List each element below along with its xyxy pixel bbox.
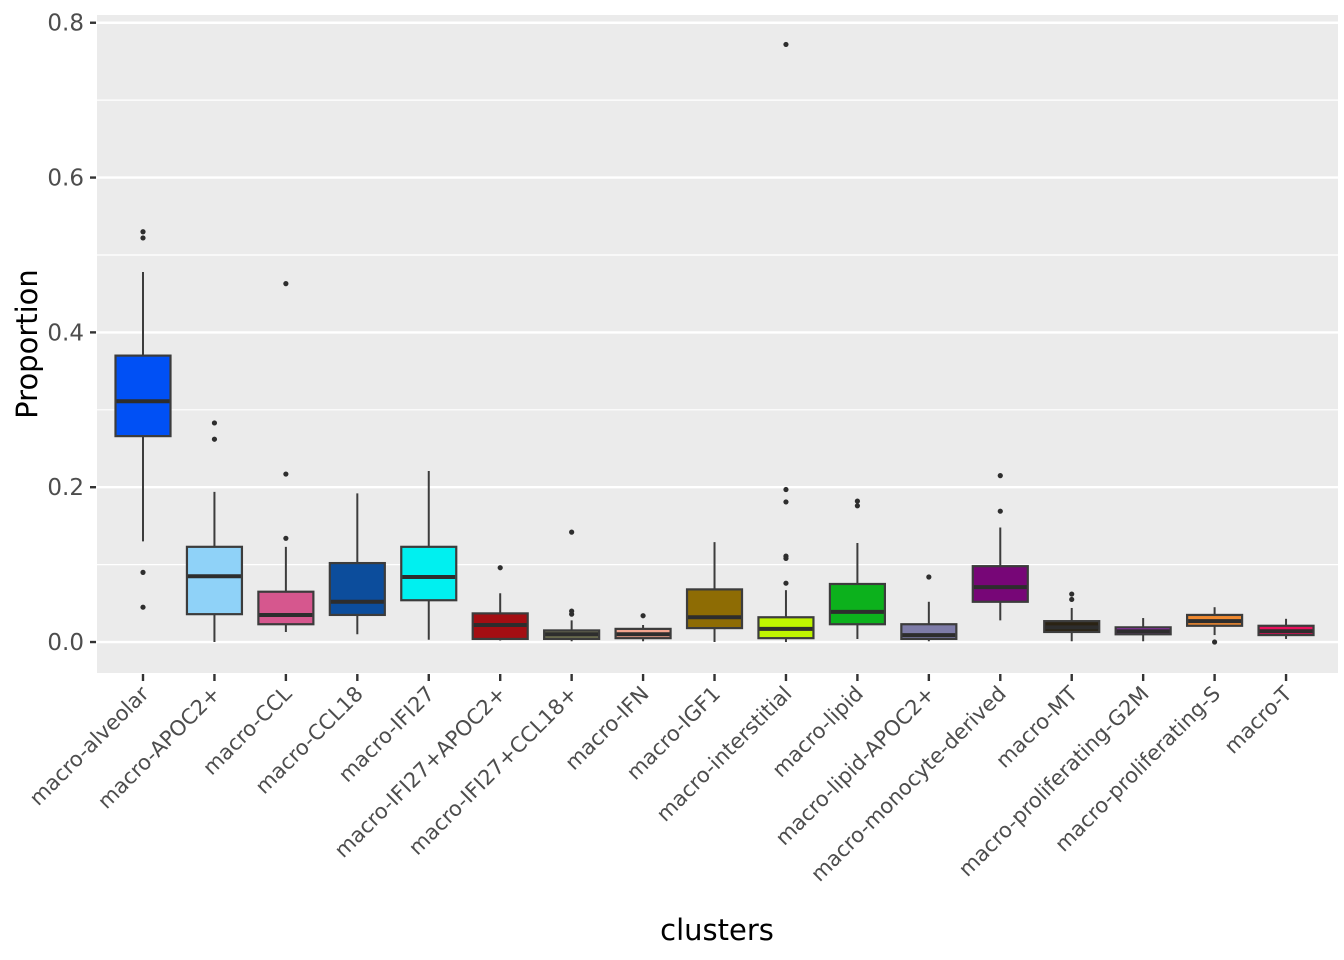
- boxplot-box: [400, 545, 458, 602]
- outlier-point: [783, 41, 789, 48]
- outlier-point: [569, 611, 575, 617]
- y-tick-label: 0.2: [47, 475, 84, 501]
- y-tick-label: 0.4: [47, 320, 84, 346]
- outlier-point: [283, 535, 289, 541]
- plot-panel: [97, 15, 1338, 673]
- y-tick-label: 0.0: [47, 630, 84, 656]
- x-category-label: macro-interstitial: [652, 682, 797, 827]
- boxplot-box: [257, 590, 315, 626]
- outlier-point: [283, 471, 289, 477]
- boxplot-box: [685, 588, 744, 630]
- outlier-point: [569, 529, 575, 535]
- outlier-point: [783, 555, 789, 562]
- outlier-point: [783, 580, 789, 586]
- outlier-point: [854, 498, 861, 504]
- outlier-point: [140, 229, 146, 235]
- outlier-point: [211, 436, 218, 442]
- outlier-point: [997, 508, 1003, 514]
- outlier-point: [926, 574, 932, 580]
- y-tick-label: 0.6: [47, 166, 84, 192]
- y-tick-label: 0.8: [47, 11, 84, 37]
- outlier-point: [640, 613, 646, 619]
- boxplot-box: [185, 545, 244, 616]
- boxplot-box: [328, 561, 386, 617]
- outlier-point: [140, 569, 146, 575]
- boxplot-box: [971, 565, 1029, 603]
- outlier-point: [211, 420, 218, 426]
- x-category-label: macro-T: [1220, 681, 1297, 758]
- outlier-point: [997, 473, 1003, 479]
- x-axis-title: clusters: [660, 913, 774, 947]
- boxplot-box: [828, 582, 887, 626]
- y-axis-title: Proportion: [10, 269, 44, 419]
- outlier-point: [1069, 596, 1075, 603]
- outlier-point: [783, 499, 789, 505]
- boxplot-box: [114, 354, 172, 438]
- outlier-point: [854, 503, 861, 509]
- outlier-point: [283, 281, 289, 287]
- x-category-label: macro-APOC2+: [93, 682, 225, 814]
- outlier-point: [140, 235, 146, 241]
- outlier-point: [1212, 639, 1218, 645]
- x-category-label: macro-alveolar: [25, 681, 154, 810]
- outlier-point: [140, 604, 146, 610]
- outlier-point: [783, 486, 789, 493]
- outlier-point: [497, 565, 503, 571]
- outlier-point: [1069, 591, 1075, 597]
